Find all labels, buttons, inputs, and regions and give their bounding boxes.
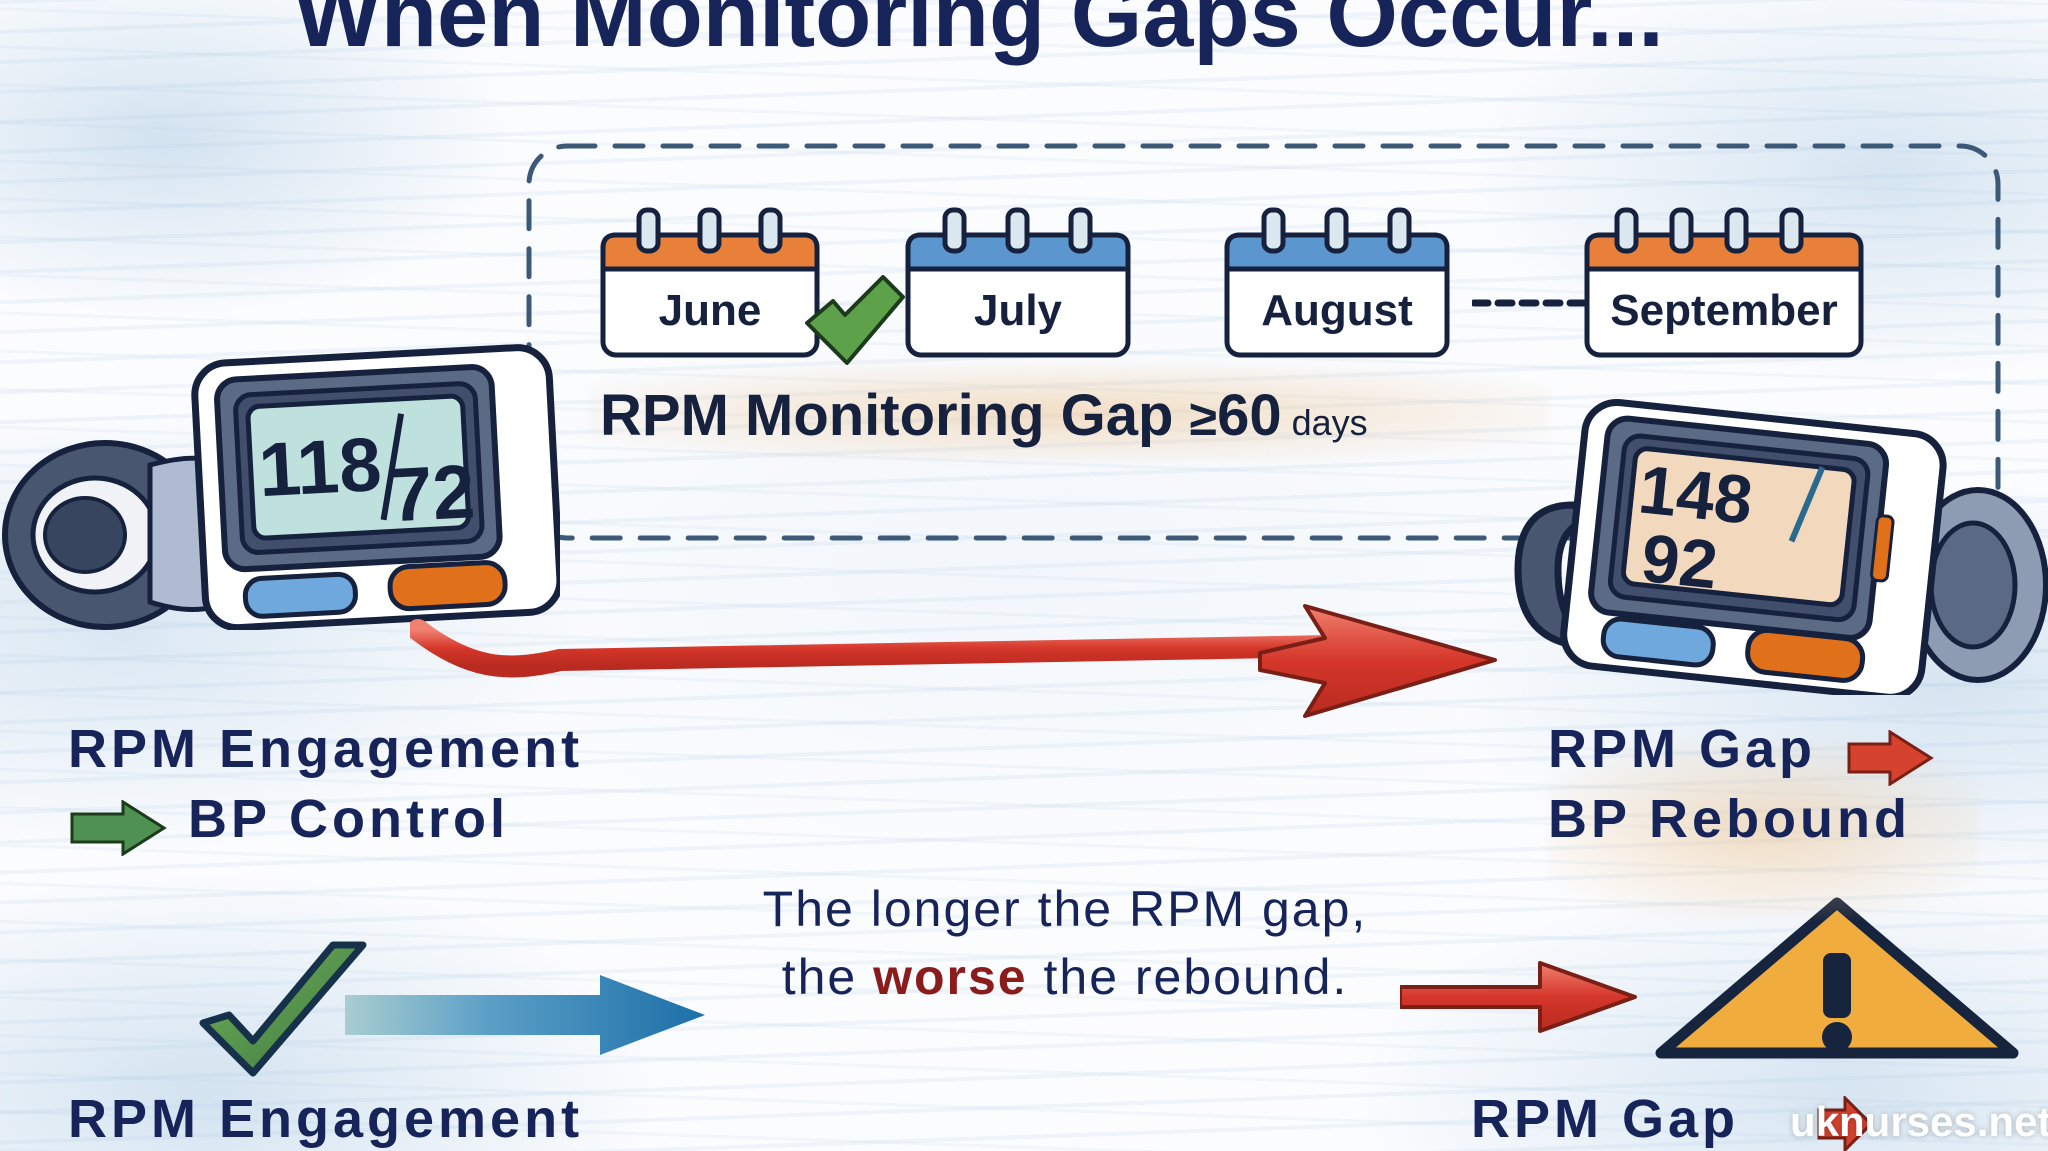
- svg-text:118: 118: [257, 422, 384, 513]
- svg-text:July: July: [974, 286, 1063, 335]
- svg-text:June: June: [659, 286, 762, 335]
- svg-text:72: 72: [388, 449, 477, 538]
- svg-text:92: 92: [1638, 520, 1721, 603]
- svg-text:August: August: [1261, 286, 1413, 335]
- svg-text:September: September: [1610, 286, 1837, 335]
